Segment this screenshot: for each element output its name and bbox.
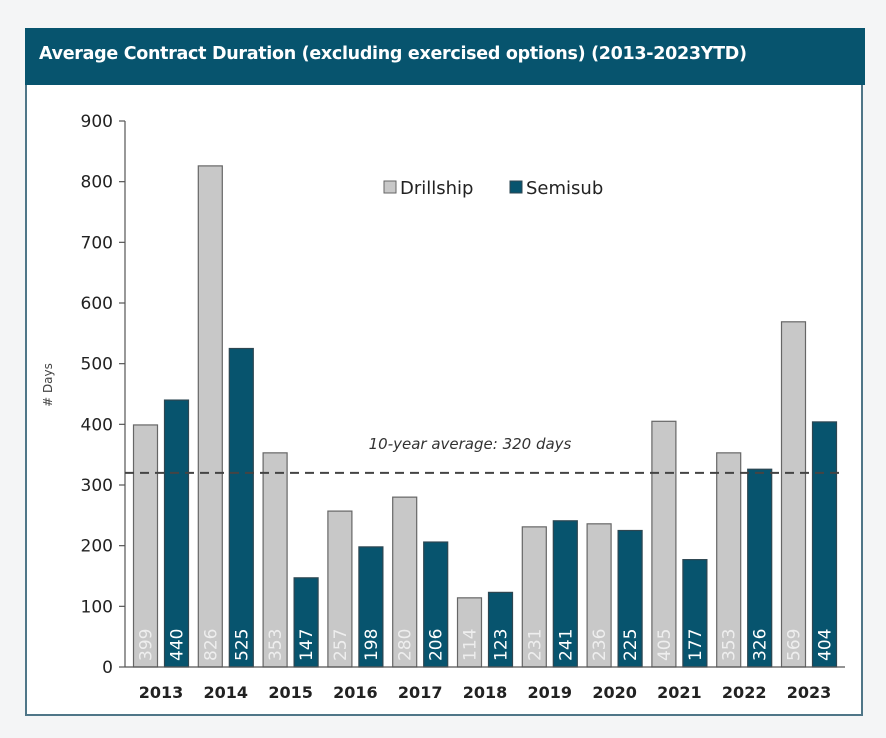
bar-value-label: 177 (686, 629, 706, 661)
bar-semisub (423, 541, 449, 668)
bar-drillship (716, 452, 742, 668)
chart-title: Average Contract Duration (excluding exe… (39, 44, 747, 64)
x-tick-label: 2013 (139, 683, 184, 702)
y-tick-label: 0 (102, 658, 113, 678)
bar-value-label: 236 (590, 629, 610, 661)
bars: 399 440 826 525 353 147 257 198 280 206 114 123 231 2… (132, 165, 838, 668)
bar-drillship (651, 420, 677, 668)
x-tick-label: 2015 (268, 683, 313, 702)
bar-value-label: 147 (297, 629, 317, 661)
bar-semisub (228, 347, 254, 668)
legend-label-semisub: Semisub (526, 178, 603, 199)
bar-value-label: 326 (751, 629, 771, 661)
bar-value-label: 399 (137, 629, 157, 661)
bar-value-label: 405 (655, 629, 675, 661)
bar-value-label: 826 (201, 629, 221, 661)
y-tick-label: 300 (81, 476, 113, 496)
y-axis: 0 100 200 300 400 500 600 700 800 900 (81, 112, 126, 678)
bar-semisub (682, 559, 708, 668)
y-tick-label: 900 (81, 112, 113, 132)
bar-semisub (811, 421, 838, 668)
bar-value-label: 198 (362, 629, 382, 661)
y-tick-label: 100 (81, 597, 113, 617)
y-axis-label: # Days (41, 363, 55, 407)
bar-value-label: 225 (621, 629, 641, 661)
y-tick-label: 200 (81, 537, 113, 557)
bar-drillship (197, 165, 223, 668)
bar-semisub (358, 546, 384, 668)
y-tick-label: 400 (81, 415, 113, 435)
average-annotation: 10-year average: 320 days (369, 435, 572, 453)
bar-semisub (487, 591, 514, 668)
chart-header: Average Contract Duration (excluding exe… (25, 28, 865, 85)
bar-value-label: 280 (396, 629, 416, 661)
y-tick-label: 700 (81, 233, 113, 253)
bar-drillship (327, 510, 353, 668)
x-tick-label: 2023 (787, 683, 832, 702)
y-tick-label: 600 (81, 294, 113, 314)
legend-label-drillship: Drillship (400, 178, 473, 199)
x-tick-label: 2014 (204, 683, 249, 702)
x-tick-label: 2018 (463, 683, 508, 702)
y-tick-label: 800 (81, 173, 113, 193)
bar-value-label: 404 (816, 629, 836, 661)
bar-value-label: 114 (461, 629, 481, 661)
legend-swatch-drillship (383, 180, 397, 194)
bar-value-label: 206 (427, 629, 447, 661)
bar-drillship (586, 523, 612, 668)
bar-semisub (617, 529, 643, 668)
bar-value-label: 241 (556, 629, 576, 661)
x-tick-label: 2020 (592, 683, 637, 702)
bar-drillship (456, 597, 483, 668)
bar-value-label: 440 (168, 629, 188, 661)
legend-swatch-semisub (509, 180, 523, 194)
bar-value-label: 257 (331, 629, 351, 661)
average-reference-line: 10-year average: 320 days (125, 435, 845, 474)
bar-drillship (262, 452, 288, 668)
y-tick-label: 500 (81, 355, 113, 375)
bar-semisub (552, 520, 578, 668)
bar-drillship (780, 321, 807, 668)
bar-semisub (293, 577, 319, 668)
bar-semisub (163, 399, 190, 668)
legend: Drillship Semisub (383, 178, 603, 199)
x-tick-label: 2016 (333, 683, 378, 702)
x-axis: 2013 2014 2015 2016 2017 2018 2019 2020 2021 2022… (125, 666, 845, 702)
x-tick-label: 2022 (722, 683, 767, 702)
x-tick-label: 2017 (398, 683, 443, 702)
bar-value-label: 123 (492, 629, 512, 661)
bar-value-label: 353 (720, 629, 740, 661)
bar-value-label: 569 (785, 629, 805, 661)
bar-value-label: 353 (266, 629, 286, 661)
x-tick-label: 2019 (528, 683, 573, 702)
x-tick-label: 2021 (657, 683, 702, 702)
bar-value-label: 525 (232, 629, 252, 661)
bar-value-label: 231 (525, 629, 545, 661)
